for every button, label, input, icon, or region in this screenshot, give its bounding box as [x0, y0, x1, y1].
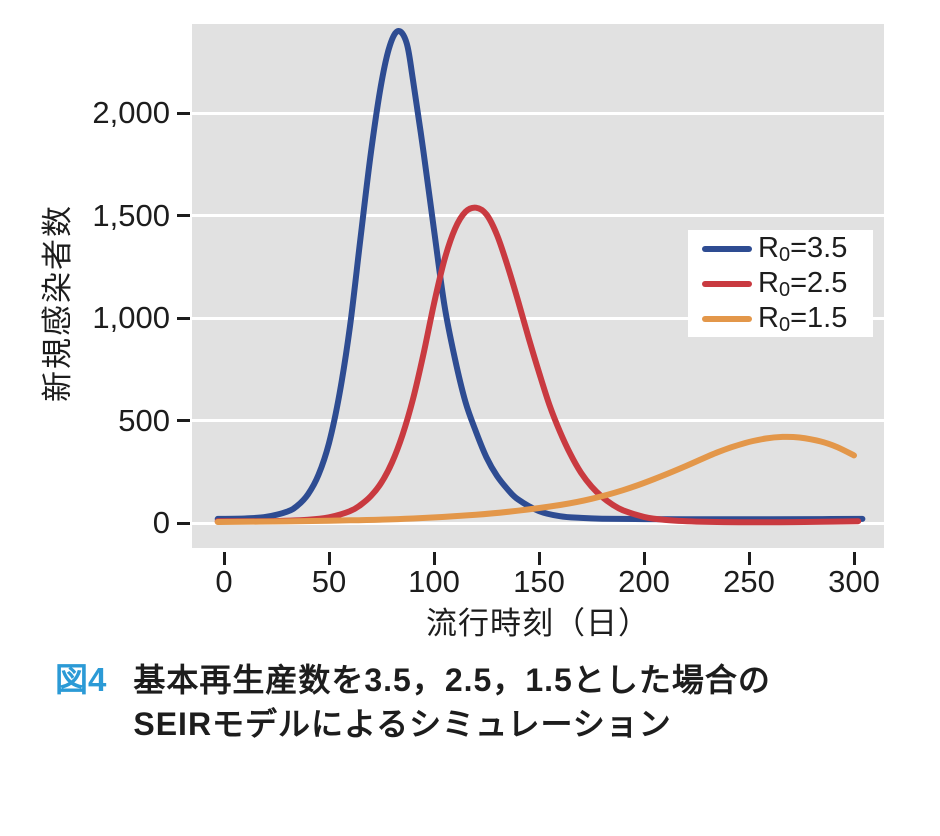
x-axis-title: 流行時刻（日） [426, 606, 650, 641]
gridline-y-500 [192, 419, 884, 422]
plot-area: R0=3.5 R0=2.5 R0=1.5 [192, 24, 884, 548]
x-tick-label-50: 50 [311, 564, 347, 599]
y-tick-mark-1000 [177, 316, 190, 320]
curve-R0-1.5 [214, 433, 857, 525]
legend-label: R0=2.5 [758, 267, 848, 301]
gridline-y-1500 [192, 214, 884, 217]
gridline-y-0 [192, 521, 884, 525]
x-tick-label-300: 300 [828, 564, 880, 599]
y-tick-label-1000: 1,000 [92, 300, 170, 335]
curves-svg [214, 28, 866, 526]
y-tick-mark-1500 [177, 214, 190, 217]
x-tick-mark-100 [432, 552, 436, 565]
gridline-y-2000 [192, 111, 884, 115]
caption-line-2: SEIRモデルによるシミュレーション [133, 706, 672, 742]
x-tick-mark-50 [327, 552, 331, 565]
legend-line-swatch [702, 315, 752, 322]
x-tick-mark-200 [642, 552, 646, 565]
legend: R0=3.5 R0=2.5 R0=1.5 [688, 230, 873, 337]
y-tick-label-2000: 2,000 [92, 95, 170, 130]
x-tick-mark-0 [222, 552, 226, 565]
curve-R0-3.5 [214, 28, 866, 523]
figure-caption: 図4 基本再生産数を3.5，2.5，1.5とした場合の SEIRモデルによるシミ… [55, 658, 771, 746]
x-tick-label-250: 250 [723, 564, 775, 599]
caption-line-1: 基本再生産数を3.5，2.5，1.5とした場合の [133, 662, 771, 698]
legend-entry-1: R0=3.5 [688, 232, 873, 266]
legend-label: R0=1.5 [758, 302, 848, 336]
x-tick-mark-250 [747, 552, 751, 565]
y-tick-label-0: 0 [152, 505, 170, 540]
x-tick-mark-150 [537, 552, 541, 565]
legend-label: R0=3.5 [758, 232, 848, 266]
y-axis-title: 新規感染者数 [40, 204, 75, 402]
y-tick-mark-2000 [177, 111, 190, 115]
x-tick-label-150: 150 [513, 564, 565, 599]
legend-entry-3: R0=1.5 [688, 302, 873, 336]
figure-number: 図4 [55, 661, 107, 698]
x-tick-label-200: 200 [618, 564, 670, 599]
x-tick-mark-300 [852, 552, 856, 565]
y-tick-mark-0 [177, 521, 190, 525]
legend-line-swatch [702, 245, 752, 252]
gridline-y-1000 [192, 316, 884, 320]
caption-text: 基本再生産数を3.5，2.5，1.5とした場合の SEIRモデルによるシミュレー… [133, 658, 770, 746]
legend-entry-2: R0=2.5 [688, 267, 873, 301]
legend-line-swatch [702, 280, 752, 287]
y-tick-label-1500: 1,500 [92, 197, 170, 233]
x-tick-label-100: 100 [408, 564, 460, 599]
curve-R0-2.5 [214, 204, 862, 526]
y-tick-label-500: 500 [118, 402, 170, 438]
y-tick-mark-500 [177, 419, 190, 422]
x-tick-label-0: 0 [215, 564, 233, 599]
